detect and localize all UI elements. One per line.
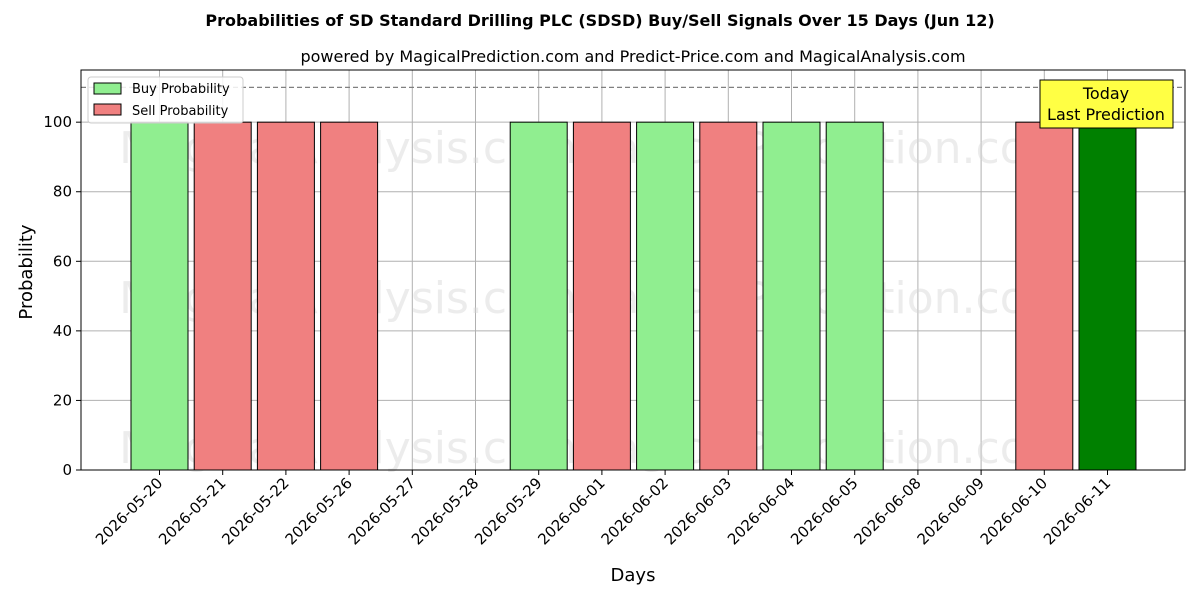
- y-tick-label-2: 40: [53, 322, 72, 340]
- y-tick-label-4: 80: [53, 183, 72, 201]
- x-tick-label-2026-05-20: 2026-05-20: [92, 474, 166, 548]
- x-axis-label: Days: [611, 565, 656, 586]
- y-tick-label-5: 100: [43, 113, 72, 131]
- x-tick-label-2026-06-08: 2026-06-08: [850, 474, 924, 548]
- x-tick-label-2026-06-04: 2026-06-04: [724, 474, 798, 548]
- x-tick-label-2026-05-22: 2026-05-22: [218, 474, 292, 548]
- y-tick-label-3: 60: [53, 252, 72, 270]
- buy-bar-2026-06-02: [636, 121, 695, 471]
- y-tick-label-0: 0: [62, 461, 72, 479]
- legend-label-buy: Buy Probability: [132, 82, 230, 97]
- x-tick-label-2026-05-29: 2026-05-29: [471, 474, 545, 548]
- x-tick-label-2026-05-21: 2026-05-21: [155, 474, 229, 548]
- y-axis-label: Probability: [16, 224, 37, 319]
- plot-frame: [80, 69, 1186, 471]
- x-tick-label-2026-05-27: 2026-05-27: [345, 474, 419, 548]
- annotation-last-prediction: Last Prediction: [1047, 105, 1165, 124]
- buy-bar-2026-06-04: [762, 121, 821, 471]
- x-tick-label-2026-06-09: 2026-06-09: [914, 474, 988, 548]
- x-tick-label-2026-06-03: 2026-06-03: [661, 474, 735, 548]
- bars-group: [130, 121, 1137, 471]
- today-annotation: Today Last Prediction: [1039, 79, 1174, 129]
- legend-box: [87, 76, 244, 124]
- buy-bar-2026-05-29: [509, 121, 568, 471]
- y-tick-label-1: 20: [53, 391, 72, 409]
- x-axis-ticks: 2026-05-202026-05-212026-05-222026-05-26…: [92, 470, 1114, 548]
- chart-title: Probabilities of SD Standard Drilling PL…: [205, 11, 994, 30]
- buy-bar-2026-06-11: [1078, 121, 1137, 471]
- buy-bar-2026-06-05: [825, 121, 884, 471]
- x-tick-label-2026-05-26: 2026-05-26: [282, 474, 356, 548]
- x-tick-label-2026-06-02: 2026-06-02: [598, 474, 672, 548]
- annotation-today: Today: [1082, 84, 1129, 103]
- legend: Buy Probability Sell Probability: [87, 76, 244, 124]
- chart-subtitle: powered by MagicalPrediction.com and Pre…: [300, 47, 965, 66]
- buy-bar-2026-05-20: [130, 121, 189, 471]
- legend-label-sell: Sell Probability: [132, 104, 229, 119]
- sell-bar-2026-06-10: [1015, 121, 1074, 471]
- legend-swatch-sell: [93, 103, 122, 116]
- sell-bar-2026-05-21: [193, 121, 252, 471]
- sell-bar-2026-06-03: [699, 121, 758, 471]
- x-tick-label-2026-06-01: 2026-06-01: [534, 474, 608, 548]
- sell-bar-2026-05-26: [320, 121, 379, 471]
- x-tick-label-2026-05-28: 2026-05-28: [408, 474, 482, 548]
- x-tick-label-2026-06-11: 2026-06-11: [1040, 474, 1114, 548]
- sell-bar-2026-06-01: [572, 121, 631, 471]
- annotation-box: [1039, 79, 1174, 129]
- x-tick-label-2026-06-10: 2026-06-10: [977, 474, 1051, 548]
- legend-swatch-buy: [93, 82, 122, 95]
- y-axis-ticks: 0 20 40 60 80 100: [43, 113, 81, 479]
- sell-bar-2026-05-22: [256, 121, 315, 471]
- x-tick-label-2026-06-05: 2026-06-05: [787, 474, 861, 548]
